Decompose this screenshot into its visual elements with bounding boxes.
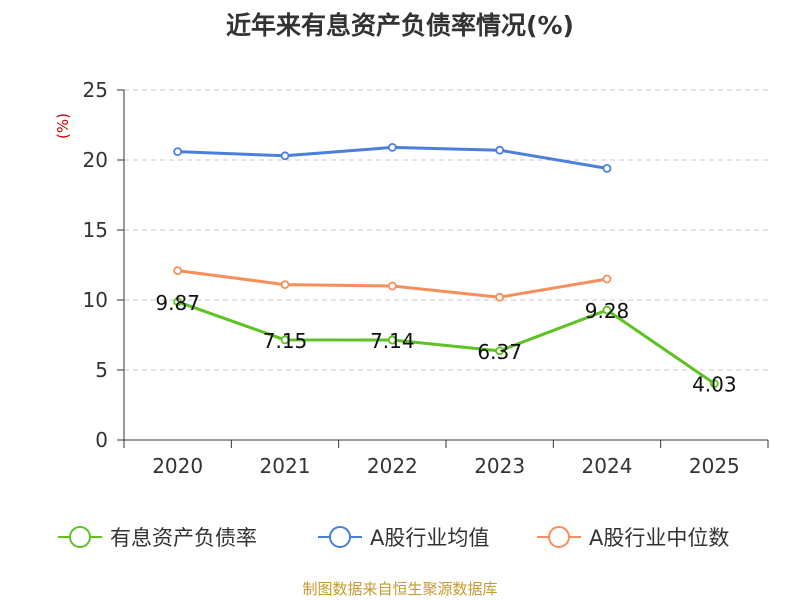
- data-labels: 9.87 7.15 7.14 6.37 9.28 4.03: [155, 291, 736, 397]
- x-tick-label: 2022: [367, 454, 418, 478]
- chart-title: 近年来有息资产负债率情况(%): [226, 11, 574, 40]
- legend[interactable]: 有息资产负债率 A股行业均值 A股行业中位数: [58, 526, 729, 550]
- data-point: [173, 266, 183, 276]
- data-label: 9.28: [585, 299, 630, 323]
- series-lines: [173, 142, 719, 388]
- x-tick-label: 2024: [582, 454, 633, 478]
- x-tick-label: 2025: [689, 454, 740, 478]
- x-tick-label: 2021: [260, 454, 311, 478]
- data-label: 7.14: [370, 329, 415, 353]
- grid-lines: [124, 89, 768, 371]
- data-point: [495, 346, 505, 356]
- data-point: [280, 280, 290, 290]
- legend-item-1[interactable]: A股行业均值: [318, 526, 489, 550]
- y-axis-label: (%): [54, 113, 72, 139]
- data-label: 6.37: [477, 340, 522, 364]
- data-point: [602, 305, 612, 315]
- data-point: [387, 142, 397, 152]
- legend-swatch-marker: [548, 526, 570, 548]
- source-note: 制图数据来自恒生聚源数据库: [302, 580, 498, 598]
- y-tick-label: 15: [83, 218, 108, 242]
- y-tick-label: 20: [83, 148, 108, 172]
- y-tick-label: 25: [83, 78, 108, 102]
- data-label: 4.03: [692, 373, 737, 397]
- data-point: [387, 281, 397, 291]
- y-tick-label: 5: [95, 358, 108, 382]
- legend-label: A股行业均值: [370, 526, 489, 550]
- legend-swatch-marker: [329, 526, 351, 548]
- x-tick-label: 2023: [474, 454, 525, 478]
- y-tick-label: 10: [83, 288, 108, 312]
- data-point: [602, 274, 612, 284]
- data-point: [387, 335, 397, 345]
- data-point: [173, 147, 183, 157]
- data-label: 9.87: [155, 291, 200, 315]
- data-point: [495, 292, 505, 302]
- legend-item-0[interactable]: 有息资产负债率: [58, 526, 257, 550]
- x-tick-label: 2020: [152, 454, 203, 478]
- data-point: [602, 163, 612, 173]
- data-label: 7.15: [263, 329, 308, 353]
- legend-label: A股行业中位数: [589, 526, 729, 550]
- legend-label: 有息资产负债率: [110, 526, 257, 550]
- legend-item-2[interactable]: A股行业中位数: [537, 526, 729, 550]
- legend-swatch-marker: [69, 526, 91, 548]
- data-point: [495, 145, 505, 155]
- data-point: [280, 335, 290, 345]
- data-point: [173, 297, 183, 307]
- data-point: [280, 151, 290, 161]
- y-tick-label: 0: [95, 428, 108, 452]
- data-point: [709, 379, 719, 388]
- series-line-0: [176, 300, 716, 386]
